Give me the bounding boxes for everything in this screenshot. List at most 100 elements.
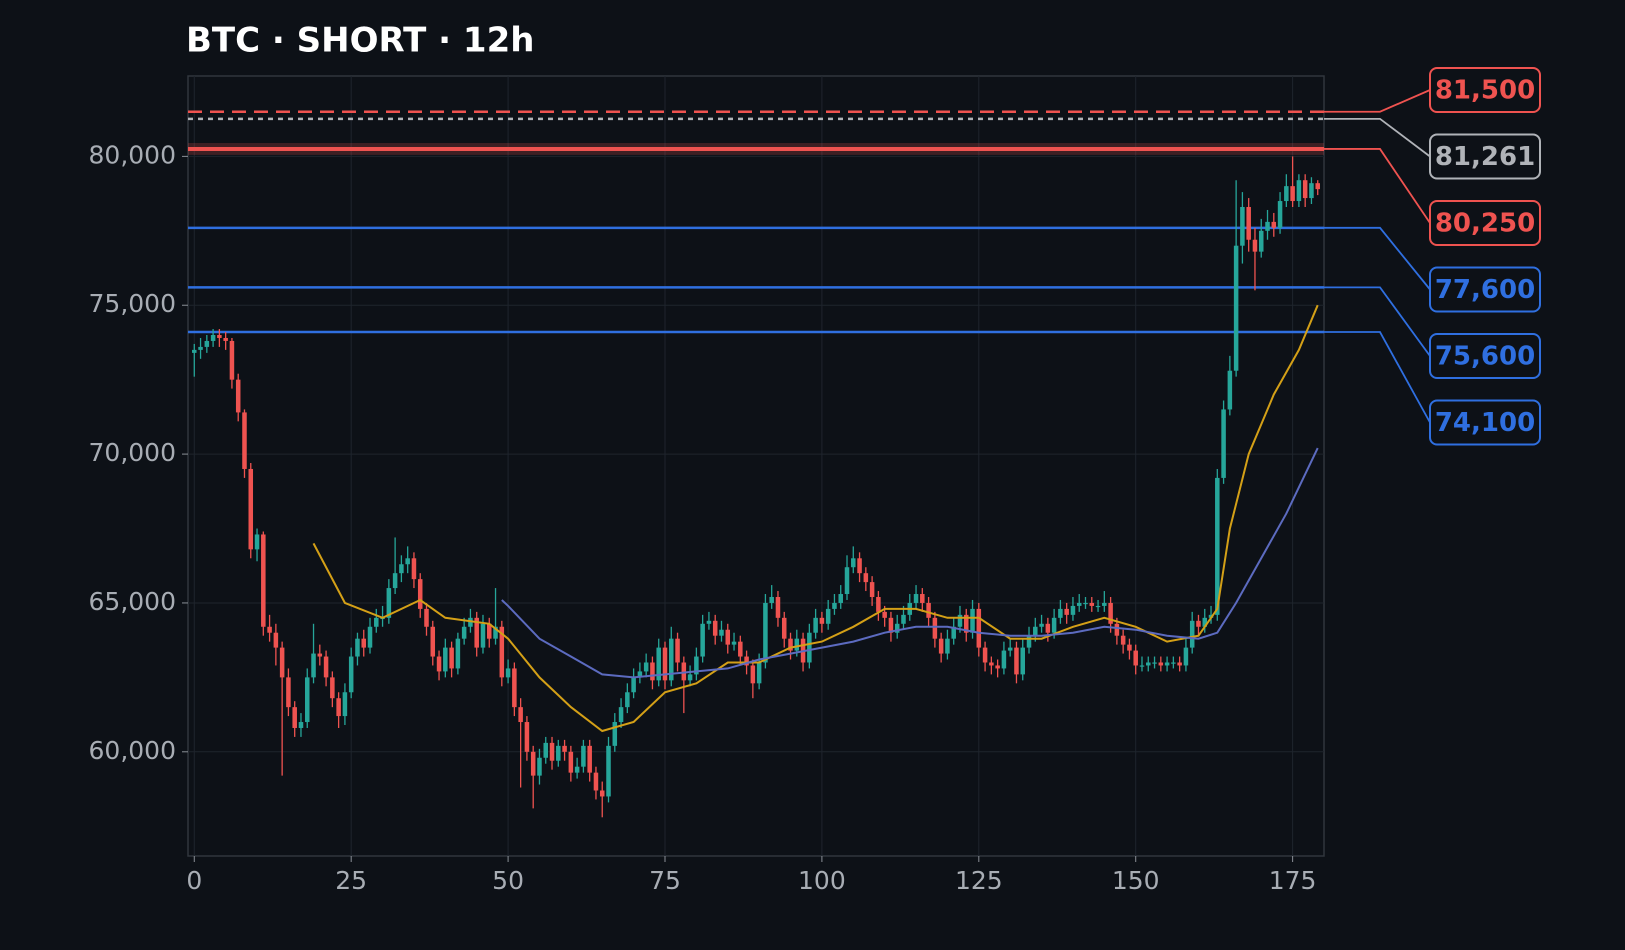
candle-body — [819, 617, 825, 624]
candle-body — [317, 653, 323, 657]
y-tick-label: 70,000 — [89, 438, 176, 467]
level-label-box — [1429, 266, 1541, 313]
candle-body — [951, 626, 956, 639]
candle-body — [662, 647, 668, 681]
candle-body — [650, 662, 655, 681]
candle-body — [292, 707, 297, 728]
candle-body — [449, 647, 454, 669]
level-label: 77,600 — [1435, 275, 1535, 305]
y-tick-label: 80,000 — [89, 140, 176, 169]
candle-body — [304, 677, 310, 723]
candle-body — [945, 638, 950, 654]
candle-body — [298, 722, 304, 728]
candle-body — [794, 638, 800, 651]
candle-body — [932, 617, 938, 639]
candle-body — [1058, 608, 1063, 618]
candle-body — [869, 582, 875, 597]
candle-body — [1026, 635, 1032, 648]
candle-body — [1221, 409, 1226, 478]
candle-body — [537, 757, 542, 776]
candle-body — [1039, 623, 1044, 627]
candle-body — [687, 674, 693, 681]
candle-body — [982, 647, 988, 663]
candle-body — [443, 647, 448, 672]
candle-body — [863, 573, 869, 583]
candle-body — [273, 632, 279, 648]
candle-body — [518, 707, 523, 723]
candle-body — [781, 617, 787, 639]
x-tick-label: 0 — [186, 866, 202, 895]
candle-body — [499, 626, 505, 678]
x-tick-label: 150 — [1112, 866, 1160, 895]
candle-body — [530, 751, 536, 776]
candle-body — [675, 638, 680, 663]
candle-body — [744, 656, 749, 666]
x-tick-label: 125 — [955, 866, 1003, 895]
candle-body — [1240, 206, 1245, 246]
candle-body — [938, 638, 944, 654]
candle-body — [606, 745, 611, 797]
candle-body — [1089, 602, 1095, 606]
candle-body — [254, 534, 260, 550]
candle-body — [242, 412, 247, 469]
candle-body — [750, 665, 756, 684]
candle-body — [694, 656, 699, 675]
candle-body — [1146, 662, 1151, 666]
level-connector — [1324, 226, 1431, 291]
level-label-box — [1429, 333, 1541, 379]
candle-body — [1252, 239, 1258, 252]
candle-body — [725, 629, 731, 645]
chart-title: BTC · SHORT · 12h — [186, 21, 534, 61]
candle-body — [543, 742, 549, 758]
candle-body — [832, 602, 837, 609]
level-label-box — [1429, 133, 1541, 180]
candle-body — [976, 608, 982, 648]
candle-body — [505, 668, 511, 678]
candle-body — [1189, 620, 1195, 648]
candle-body — [461, 626, 467, 639]
candle-body — [1095, 605, 1101, 608]
candle-body — [970, 608, 975, 633]
candle-body — [851, 558, 856, 568]
candle-body — [223, 337, 228, 341]
candle-body — [574, 766, 580, 773]
candle-body — [455, 638, 461, 669]
candle-body — [235, 379, 241, 413]
candle-body — [1284, 186, 1289, 202]
candle-body — [248, 468, 254, 550]
candle-body — [1001, 650, 1007, 669]
candle-body — [989, 662, 994, 666]
candle-body — [1233, 245, 1239, 371]
candle-body — [549, 742, 555, 761]
candle-body — [618, 707, 624, 723]
candle-body — [1045, 623, 1051, 633]
candle-body — [424, 608, 429, 627]
level-connector — [1324, 148, 1431, 224]
candle-body — [894, 623, 900, 633]
plot-area — [187, 75, 1325, 857]
x-tick-label: 100 — [798, 866, 846, 895]
x-tick-label: 175 — [1269, 866, 1317, 895]
candle-body — [1133, 650, 1138, 666]
x-tick-label: 75 — [649, 866, 681, 895]
candle-body — [1315, 183, 1320, 190]
candle-body — [405, 558, 410, 565]
candle-body — [901, 614, 906, 624]
candle-body — [1083, 602, 1088, 605]
candle-body — [888, 617, 894, 633]
candle-body — [593, 772, 599, 791]
candle-body — [524, 722, 530, 752]
candle-body — [1277, 201, 1283, 228]
candle-body — [656, 647, 661, 681]
candle-body — [512, 668, 517, 708]
candle-body — [411, 558, 417, 580]
candle-body — [1158, 662, 1164, 666]
candle-body — [1127, 644, 1132, 651]
candle-body — [493, 626, 498, 639]
candle-body — [217, 335, 222, 338]
candle-body — [468, 617, 473, 627]
candle-body — [957, 614, 963, 627]
candle-body — [681, 662, 687, 681]
candle-body — [631, 677, 636, 693]
x-tick-label: 50 — [492, 866, 524, 895]
